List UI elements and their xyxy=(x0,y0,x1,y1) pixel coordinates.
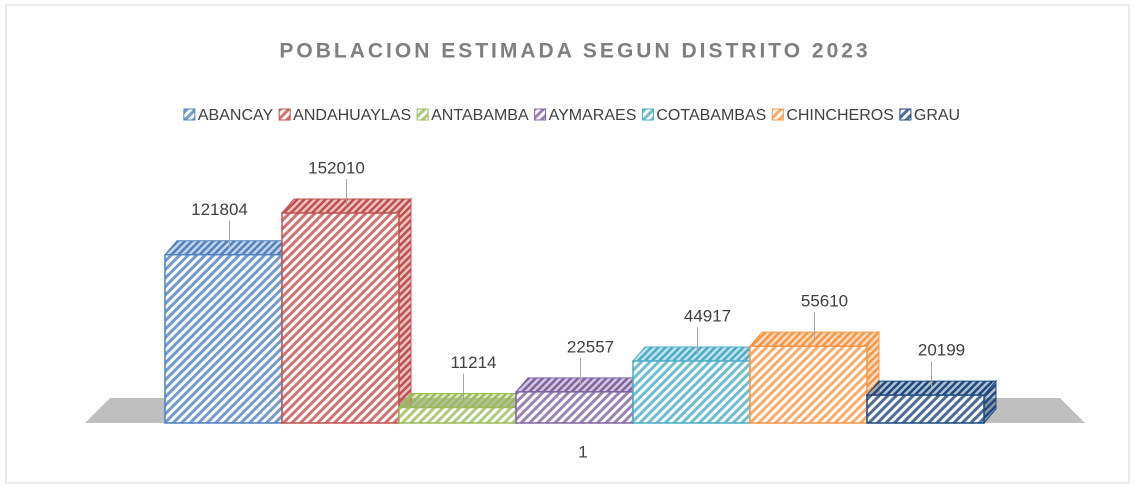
bar xyxy=(282,213,399,423)
legend-label: AYMARAES xyxy=(549,107,637,124)
legend-marker xyxy=(184,109,195,120)
bar xyxy=(516,392,633,423)
data-label: 22557 xyxy=(567,337,614,356)
bar xyxy=(867,395,984,423)
legend-label: ANDAHUAYLAS xyxy=(293,107,411,124)
bar xyxy=(165,255,282,423)
bar xyxy=(750,346,867,423)
chart-title: POBLACION ESTIMADA SEGUN DISTRITO 2023 xyxy=(279,40,870,63)
legend-marker xyxy=(535,109,546,120)
legend-marker xyxy=(417,109,428,120)
bar xyxy=(633,361,750,423)
legend-marker xyxy=(642,109,653,120)
legend-marker xyxy=(772,109,783,120)
legend-label: ANTABAMBA xyxy=(431,107,529,124)
data-label: 11214 xyxy=(450,353,496,372)
data-label: 20199 xyxy=(918,341,965,360)
legend: ABANCAY ANDAHUAYLAS ANTABAMBA AYMARAES COTAB… xyxy=(184,107,960,124)
x-tick-label: 1 xyxy=(578,442,587,461)
legend-marker xyxy=(900,109,911,120)
data-label: 152010 xyxy=(308,158,365,177)
legend-label: COTABAMBAS xyxy=(656,107,766,124)
data-label: 44917 xyxy=(684,306,731,325)
legend-label: CHINCHEROS xyxy=(786,107,894,124)
data-label: 55610 xyxy=(801,292,848,311)
legend-marker xyxy=(279,109,290,120)
bar-side xyxy=(399,199,411,423)
data-label: 121804 xyxy=(191,200,248,219)
legend-label: GRAU xyxy=(914,107,960,124)
bar xyxy=(399,408,516,423)
legend-label: ABANCAY xyxy=(198,107,274,124)
chart: POBLACION ESTIMADA SEGUN DISTRITO 2023 A… xyxy=(0,0,1135,487)
